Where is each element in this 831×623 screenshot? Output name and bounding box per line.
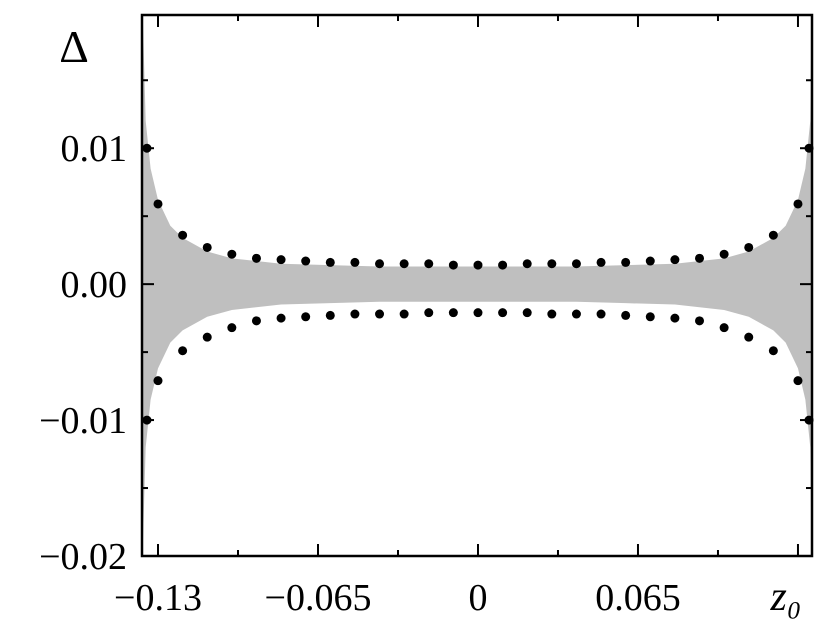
point <box>301 256 311 266</box>
y-tick-label: 0.00 <box>61 264 128 306</box>
point <box>375 309 385 319</box>
point <box>621 257 631 267</box>
band <box>142 15 812 550</box>
point <box>744 332 754 342</box>
point <box>596 257 606 267</box>
point <box>227 249 237 259</box>
point <box>227 323 237 333</box>
point <box>670 255 680 265</box>
point <box>276 255 286 265</box>
y-tick-label: −0.01 <box>39 400 127 442</box>
point <box>744 242 754 252</box>
point <box>793 376 803 386</box>
point <box>448 308 458 318</box>
point <box>301 312 311 322</box>
point <box>251 316 261 326</box>
point <box>375 259 385 269</box>
x-tick-label: 0.065 <box>595 577 681 619</box>
point <box>202 242 212 252</box>
point <box>695 253 705 263</box>
point <box>670 313 680 323</box>
point <box>793 199 803 209</box>
point <box>178 346 188 356</box>
x-tick-label: 0 <box>468 577 487 619</box>
point <box>350 309 360 319</box>
point <box>325 257 335 267</box>
point <box>645 256 655 266</box>
point <box>153 376 163 386</box>
point <box>571 259 581 269</box>
x-axis-label: z₀ <box>770 574 802 620</box>
point <box>498 260 508 270</box>
point <box>399 259 409 269</box>
point <box>153 199 163 209</box>
point <box>547 259 557 269</box>
point <box>547 309 557 319</box>
y-axis-label: Δ <box>59 21 89 72</box>
point <box>498 308 508 318</box>
point <box>350 257 360 267</box>
point <box>473 308 483 318</box>
y-tick-label: 0.01 <box>61 128 128 170</box>
point <box>276 313 286 323</box>
point <box>251 253 261 263</box>
point <box>596 309 606 319</box>
point <box>522 308 532 318</box>
x-tick-label: −0.13 <box>114 577 202 619</box>
point <box>448 260 458 270</box>
point <box>399 309 409 319</box>
point <box>178 230 188 240</box>
point <box>621 310 631 320</box>
point <box>719 249 729 259</box>
point <box>645 312 655 322</box>
point <box>473 260 483 270</box>
y-tick-label: −0.02 <box>39 536 127 578</box>
point <box>571 309 581 319</box>
point <box>768 346 778 356</box>
point <box>768 230 778 240</box>
point <box>424 308 434 318</box>
x-tick-label: −0.065 <box>265 577 372 619</box>
point <box>695 316 705 326</box>
point <box>202 332 212 342</box>
point <box>522 259 532 269</box>
point <box>325 310 335 320</box>
point <box>424 259 434 269</box>
point <box>719 323 729 333</box>
